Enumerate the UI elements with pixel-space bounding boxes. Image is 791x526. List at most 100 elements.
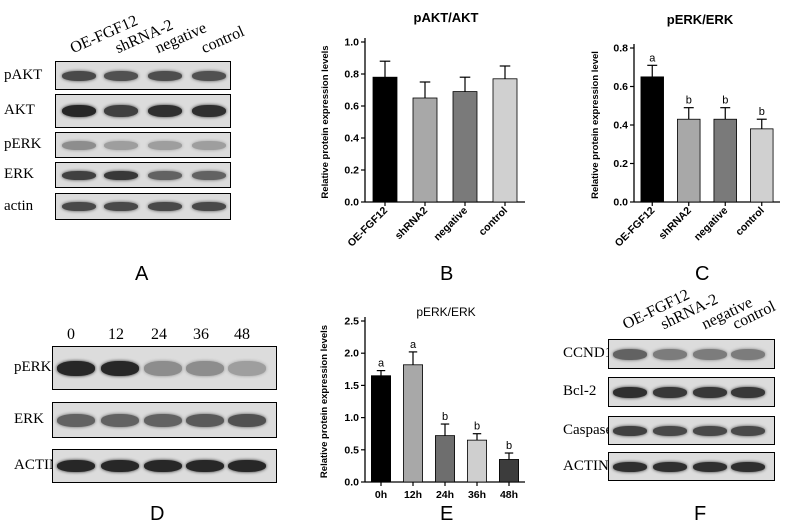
chart-title: pERK/ERK <box>667 12 734 27</box>
protein-band <box>104 71 138 81</box>
bar <box>372 76 398 203</box>
significance-letter: b <box>474 421 480 433</box>
blot-row-label: pERK <box>14 359 52 375</box>
protein-band <box>731 387 765 398</box>
protein-band <box>731 426 765 436</box>
protein-band <box>148 141 182 150</box>
protein-band <box>693 426 727 436</box>
protein-band <box>57 460 95 472</box>
y-tick-label: 1.5 <box>344 380 359 392</box>
protein-band <box>613 387 647 398</box>
significance-letter: b <box>722 95 728 107</box>
protein-band <box>192 141 226 150</box>
panel-letter-e: E <box>440 503 454 525</box>
significance-letter: a <box>410 339 417 351</box>
blot-strip <box>55 94 231 128</box>
blot-row-label: ACTIN <box>563 457 609 474</box>
protein-band <box>228 414 266 427</box>
protein-band <box>613 349 647 360</box>
protein-band <box>148 105 182 117</box>
protein-band <box>693 387 727 398</box>
y-tick-label: 2.0 <box>344 348 359 360</box>
panel-letter-b: B <box>440 263 454 285</box>
blot-strip <box>55 61 231 90</box>
y-axis-label: Relative protein expression levels <box>319 325 330 478</box>
y-tick-label: 0.8 <box>344 69 359 81</box>
protein-band <box>101 460 139 472</box>
lane-label: 0 <box>67 326 75 343</box>
y-tick-label: 0.4 <box>613 120 628 132</box>
panel-letter-f: F <box>694 503 707 525</box>
blot-row-label: ACTIN <box>14 457 60 473</box>
y-tick-label: 0.2 <box>613 158 628 170</box>
blot-row-label: actin <box>4 197 34 214</box>
protein-band <box>148 202 182 211</box>
x-tick-label: 0h <box>375 489 387 501</box>
panel-letter-d: D <box>150 503 165 525</box>
x-tick-label: 36h <box>468 489 486 501</box>
panel-letter-a: A <box>135 263 149 285</box>
protein-band <box>613 426 647 436</box>
blot-row-label: AKT <box>4 102 35 118</box>
y-tick-label: 1.0 <box>344 37 359 49</box>
protein-band <box>228 460 266 472</box>
x-tick-label: 48h <box>500 489 518 501</box>
blot-strip <box>608 339 775 369</box>
protein-band <box>57 361 95 376</box>
blot-row-label: Bcl-2 <box>563 383 597 399</box>
chart-title: pAKT/AKT <box>414 10 479 25</box>
protein-band <box>693 462 727 472</box>
bar <box>498 459 519 483</box>
y-tick-label: 0.8 <box>613 43 628 55</box>
protein-band <box>693 349 727 360</box>
protein-band <box>192 71 226 81</box>
protein-band <box>613 462 647 472</box>
protein-band <box>228 361 266 376</box>
protein-band <box>62 105 96 117</box>
y-tick-label: 0.2 <box>344 165 359 177</box>
blot-row-label: pAKT <box>4 66 43 83</box>
lane-label: 48 <box>234 326 250 343</box>
significance-letter: b <box>506 440 512 452</box>
protein-band <box>144 460 182 472</box>
y-tick-label: 0.0 <box>344 197 359 209</box>
y-axis-label: Relative protein expression levels <box>320 45 331 198</box>
protein-band <box>104 105 138 117</box>
blot-strip <box>52 346 277 390</box>
bar <box>466 439 487 483</box>
protein-band <box>653 462 687 472</box>
protein-band <box>101 361 139 376</box>
x-tick-label: 12h <box>404 489 422 501</box>
significance-letter: a <box>378 358 385 370</box>
protein-band <box>731 349 765 360</box>
protein-band <box>62 141 96 150</box>
protein-band <box>192 171 226 180</box>
significance-letter: a <box>649 52 656 64</box>
protein-band <box>62 71 96 81</box>
lane-label: 24 <box>151 326 167 343</box>
y-tick-label: 0.0 <box>344 477 359 489</box>
y-tick-label: 0.6 <box>344 101 359 113</box>
blot-row-label: pERK <box>4 136 42 152</box>
significance-letter: b <box>442 411 448 423</box>
blot-row-label: ERK <box>14 411 44 427</box>
y-tick-label: 1.0 <box>344 412 359 424</box>
blot-row-label: CCND1 <box>563 345 613 361</box>
protein-band <box>104 141 138 150</box>
blot-strip <box>608 416 775 445</box>
blot-strip <box>55 132 231 158</box>
lane-label: 36 <box>193 326 209 343</box>
blot-strip <box>52 402 277 438</box>
protein-band <box>192 202 226 211</box>
bar <box>370 375 391 483</box>
panel-letter-c: C <box>695 263 710 285</box>
protein-band <box>653 426 687 436</box>
y-tick-label: 0.4 <box>344 133 359 145</box>
blot-strip <box>52 449 277 483</box>
protein-band <box>101 414 139 427</box>
x-tick-label: 24h <box>436 489 454 501</box>
protein-band <box>653 349 687 360</box>
